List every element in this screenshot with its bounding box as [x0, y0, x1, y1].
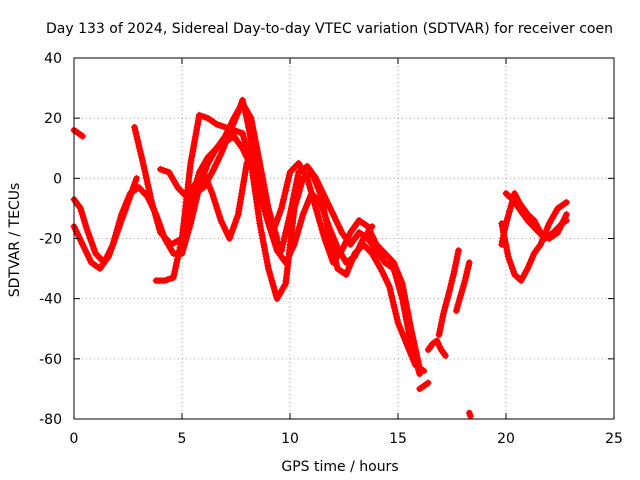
- series-arc-n-markers: [498, 198, 570, 285]
- y-tick-label: -60: [39, 352, 62, 368]
- y-tick-label: 0: [53, 171, 62, 187]
- y-tick-label: -80: [39, 412, 62, 428]
- x-tick-label: 0: [70, 431, 79, 447]
- x-tick-label: 25: [605, 431, 623, 447]
- y-tick-label: -40: [39, 292, 62, 308]
- x-tick-label: 20: [497, 431, 515, 447]
- x-tick-label: 5: [178, 431, 187, 447]
- tick-marks: [73, 57, 615, 420]
- y-tick-label: -20: [39, 232, 62, 248]
- y-axis-label: SDTVAR / TECUs: [7, 183, 23, 298]
- series-arc-i-markers: [424, 337, 449, 360]
- x-tick-label: 15: [389, 431, 407, 447]
- series-arc-j-markers: [435, 247, 462, 339]
- series-group: [70, 96, 570, 420]
- y-tick-label: 40: [44, 51, 62, 67]
- series-arc-o-markers: [502, 189, 570, 242]
- x-axis-label: GPS time / hours: [281, 459, 398, 475]
- series-arc-l-markers: [465, 409, 474, 420]
- series-arc-f-markers: [191, 96, 424, 372]
- x-tick-labels: 0 5 10 15 20 25: [70, 431, 623, 447]
- series-arc-h-markers: [416, 379, 432, 393]
- x-tick-label: 10: [281, 431, 299, 447]
- y-tick-labels: -80 -60 -40 -20 0 20 40: [39, 51, 62, 428]
- chart-title: Day 133 of 2024, Sidereal Day-to-day VTE…: [46, 21, 613, 37]
- series-arc-k-markers: [452, 259, 473, 315]
- y-tick-label: 20: [44, 111, 62, 127]
